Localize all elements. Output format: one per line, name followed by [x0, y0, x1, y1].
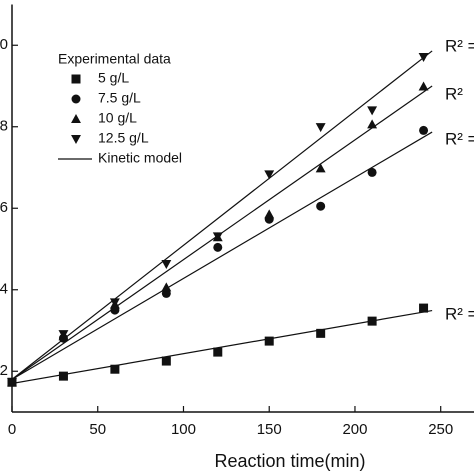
- legend-marker: [71, 74, 81, 84]
- legend-marker: [71, 134, 81, 144]
- data-point: [316, 328, 326, 338]
- data-point: [161, 356, 171, 366]
- data-point: [7, 378, 17, 388]
- x-tick-label: 0: [8, 421, 16, 438]
- y-tick-label: 2: [0, 362, 8, 379]
- data-point: [315, 123, 326, 133]
- y-tick-label: 4: [0, 281, 8, 298]
- data-point: [110, 364, 120, 374]
- legend-label: 12.5 g/L: [98, 130, 149, 146]
- data-point: [58, 371, 68, 381]
- data-point: [418, 81, 429, 91]
- x-axis-label: Reaction time(min): [214, 451, 365, 471]
- data-point: [264, 170, 275, 180]
- data-point: [419, 303, 429, 313]
- data-point: [418, 53, 429, 63]
- data-point: [367, 106, 378, 116]
- model-line: [11, 131, 433, 380]
- data-point: [419, 125, 429, 135]
- legend-label: 10 g/L: [98, 110, 137, 126]
- y-tick-label: 10: [0, 36, 8, 53]
- data-point: [367, 167, 377, 177]
- model-line: [11, 309, 433, 385]
- legend-marker: [71, 94, 81, 104]
- annotation: R² =: [445, 36, 474, 55]
- x-tick-label: 200: [342, 421, 367, 438]
- data-point: [161, 282, 172, 292]
- data-point: [213, 242, 223, 252]
- data-point: [315, 163, 326, 173]
- data-point: [213, 347, 223, 357]
- data-point: [264, 209, 275, 219]
- legend-marker: [71, 114, 81, 124]
- x-tick-label: 250: [428, 421, 453, 438]
- annotation: R² =: [445, 304, 474, 323]
- data-point: [316, 201, 326, 211]
- legend-label: Kinetic model: [98, 150, 182, 166]
- data-point: [109, 298, 120, 308]
- x-tick-label: 100: [171, 421, 196, 438]
- data-point: [264, 336, 274, 346]
- legend-label: 7.5 g/L: [98, 90, 141, 106]
- data-point: [212, 232, 223, 242]
- model-line: [11, 50, 433, 380]
- annotation: R²: [445, 84, 463, 103]
- data-point: [161, 260, 172, 270]
- x-tick-label: 50: [89, 421, 106, 438]
- data-point: [367, 119, 378, 129]
- y-tick-label: 6: [0, 199, 8, 216]
- legend-label: 5 g/L: [98, 70, 129, 86]
- data-point: [367, 316, 377, 326]
- x-tick-label: 150: [257, 421, 282, 438]
- legend-title: Experimental data: [58, 51, 171, 67]
- y-tick-label: 8: [0, 118, 8, 135]
- data-point: [58, 330, 69, 340]
- annotation: R² =: [445, 129, 474, 148]
